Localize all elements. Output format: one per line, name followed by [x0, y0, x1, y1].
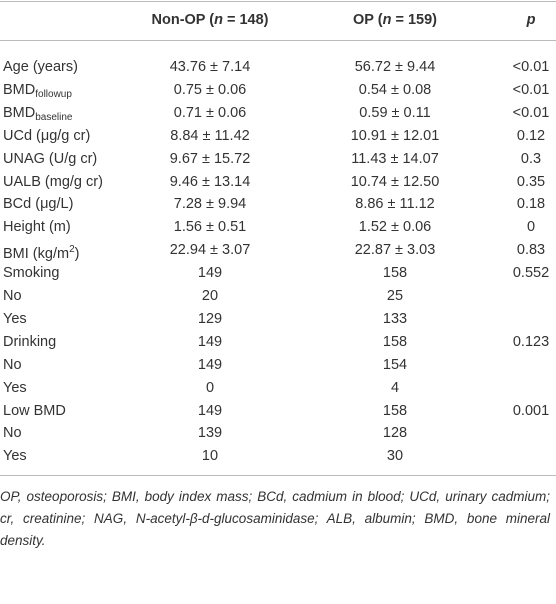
- cell-value: 139: [197, 425, 223, 442]
- p-value: 0.12: [516, 127, 546, 144]
- row-label: Drinking: [3, 333, 57, 350]
- cell-value: 133: [382, 310, 408, 327]
- header-part: n: [214, 12, 223, 28]
- p-value: 0: [526, 219, 536, 236]
- cell-value: 9.46 ± 13.14: [169, 173, 251, 190]
- header-part: n: [382, 12, 392, 28]
- p-value: 0.18: [516, 196, 546, 213]
- p-value: <0.01: [512, 81, 550, 98]
- p-value: 0.001: [512, 402, 550, 419]
- p-value: 0.83: [516, 242, 546, 259]
- cell-value: 22.87 ± 3.03: [354, 242, 436, 259]
- label-subscript: followup: [35, 88, 72, 100]
- cell-value: 4: [390, 379, 400, 396]
- cell-value: 149: [197, 356, 223, 373]
- cell-value: 10.91 ± 12.01: [350, 127, 440, 144]
- header-part: = 148): [222, 12, 269, 28]
- column-header: p: [526, 12, 536, 28]
- row-label: Yes: [3, 379, 27, 396]
- cell-value: 0.71 ± 0.06: [173, 104, 247, 121]
- label-superscript: 2: [69, 244, 75, 256]
- cell-value: 10: [201, 448, 219, 465]
- cell-value: 128: [382, 425, 408, 442]
- top-rule: [0, 1, 556, 2]
- cell-value: 158: [382, 265, 408, 282]
- row-label: UALB (mg/g cr): [3, 173, 103, 190]
- cell-value: 8.84 ± 11.42: [170, 127, 250, 144]
- cell-value: 154: [382, 356, 408, 373]
- header-rule: [0, 40, 556, 41]
- cell-value: 1.56 ± 0.51: [173, 219, 247, 236]
- row-label: No: [3, 288, 22, 304]
- row-label: Smoking: [3, 265, 60, 282]
- p-value: 0.552: [512, 265, 550, 282]
- cell-value: 1.52 ± 0.06: [358, 219, 432, 236]
- label-subscript: baseline: [35, 111, 73, 123]
- cell-value: 7.28 ± 9.94: [173, 196, 247, 213]
- cell-value: 0.59 ± 0.11: [359, 104, 431, 121]
- p-value: <0.01: [512, 59, 550, 75]
- cell-value: 25: [386, 288, 404, 304]
- cell-value: 22.94 ± 3.07: [169, 242, 251, 259]
- row-label: BCd (μg/L): [3, 196, 74, 213]
- row-label: BMI (kg/m2): [3, 240, 79, 264]
- header-part: = 159): [391, 12, 437, 28]
- column-header: Non-OP (n = 148): [152, 10, 269, 30]
- cell-value: 158: [382, 333, 408, 350]
- row-label: No: [3, 356, 22, 373]
- row-label: BMDbaseline: [3, 103, 73, 128]
- cell-value: 0: [205, 379, 215, 396]
- header-part: Non-OP (: [151, 12, 215, 28]
- cell-value: 8.86 ± 11.12: [355, 196, 435, 213]
- cell-value: 43.76 ± 7.14: [169, 59, 251, 75]
- p-value: 0.3: [520, 150, 542, 167]
- cell-value: 149: [197, 333, 223, 350]
- row-label: Height (m): [3, 219, 71, 236]
- column-header: OP (n = 159): [353, 10, 437, 30]
- row-label: UNAG (U/g cr): [3, 150, 98, 167]
- cell-value: 30: [386, 448, 404, 465]
- cell-value: 149: [197, 265, 223, 282]
- cell-value: 0.54 ± 0.08: [358, 81, 432, 98]
- label-text: BMI (kg/m: [3, 246, 70, 263]
- footnote: OP, osteoporosis; BMI, body index mass; …: [0, 489, 550, 548]
- label-text: ): [74, 246, 80, 263]
- cell-value: 56.72 ± 9.44: [354, 59, 436, 75]
- row-label: UCd (μg/g cr): [3, 127, 91, 144]
- bottom-rule: [0, 475, 556, 476]
- label-text: BMD: [3, 81, 36, 98]
- cell-value: 11.43 ± 14.07: [351, 150, 439, 167]
- cell-value: 129: [197, 310, 223, 327]
- header-part: OP (: [353, 12, 383, 28]
- row-label: BMDfollowup: [3, 80, 72, 105]
- row-label: Age (years): [3, 59, 78, 75]
- cell-value: 149: [197, 402, 223, 419]
- row-label: No: [3, 425, 22, 442]
- p-value: 0.123: [512, 333, 550, 350]
- cell-value: 9.67 ± 15.72: [169, 150, 251, 167]
- p-value: <0.01: [512, 104, 550, 121]
- cell-value: 0.75 ± 0.06: [173, 81, 247, 98]
- cell-value: 20: [201, 288, 219, 304]
- cell-value: 10.74 ± 12.50: [350, 173, 440, 190]
- row-label: Yes: [3, 310, 27, 327]
- row-label: Yes: [3, 448, 27, 465]
- row-label: Low BMD: [3, 402, 66, 419]
- label-text: BMD: [3, 104, 36, 121]
- cell-value: 158: [382, 402, 408, 419]
- p-value: 0.35: [516, 173, 546, 190]
